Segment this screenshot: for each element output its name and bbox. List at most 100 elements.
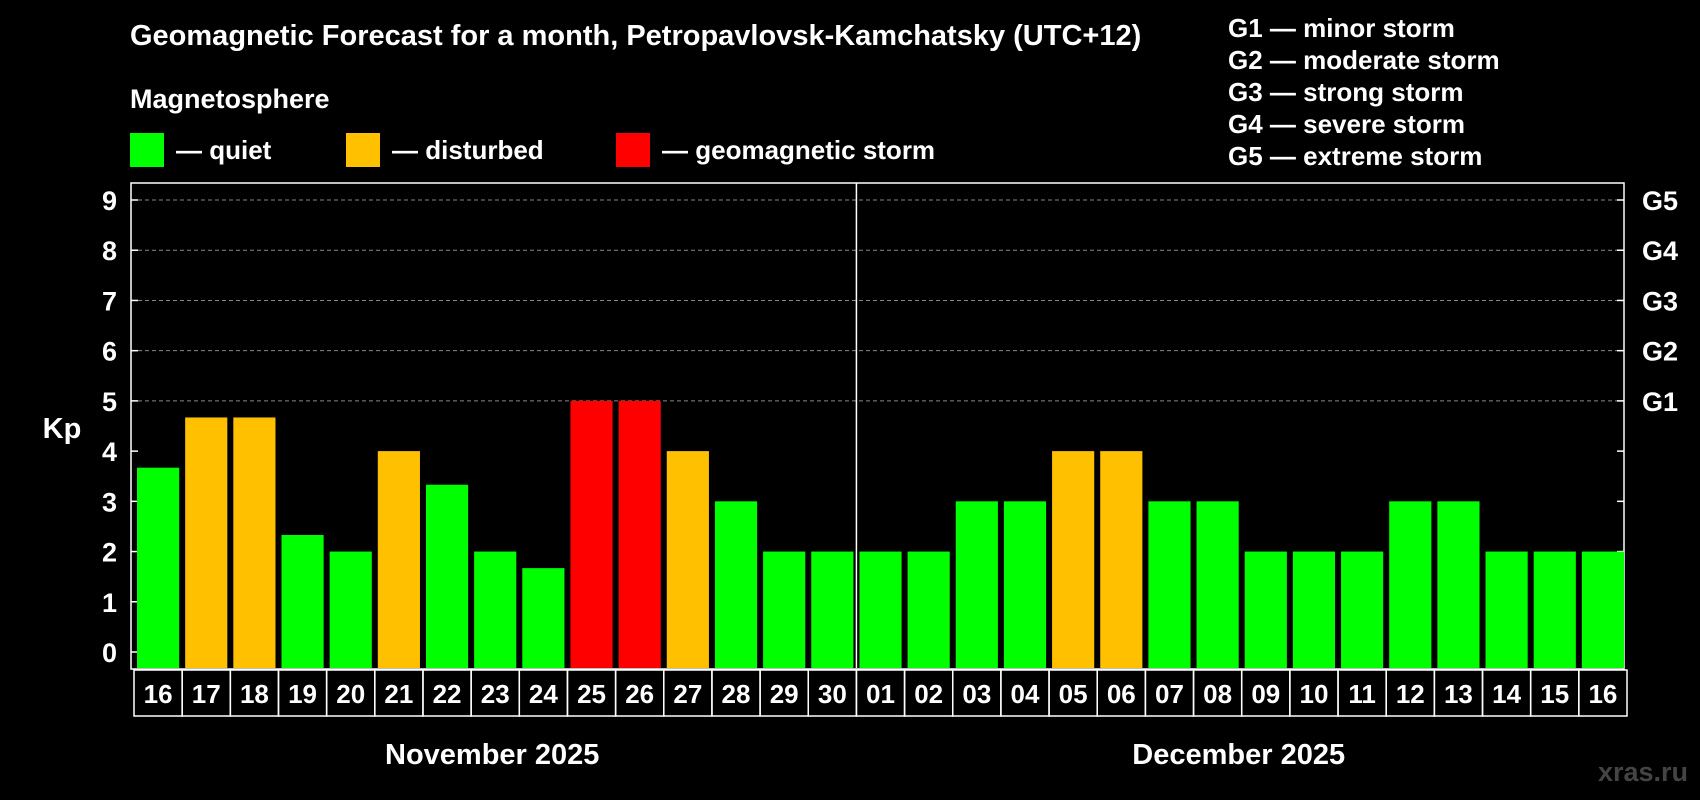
date-label: 30 — [818, 679, 847, 709]
date-label: 12 — [1396, 679, 1425, 709]
kp-bar — [1100, 451, 1143, 668]
legend-label-disturbed: — disturbed — [392, 134, 544, 165]
chart-title: Geomagnetic Forecast for a month, Petrop… — [130, 20, 1142, 52]
month-label: December 2025 — [1132, 739, 1345, 771]
storm-scale-g2: G2 — moderate storm — [1228, 45, 1500, 75]
storm-level-label: G4 — [1642, 236, 1678, 266]
kp-bar — [1581, 551, 1624, 668]
legend-item-disturbed: — disturbed — [346, 133, 544, 167]
kp-bar — [474, 551, 517, 668]
kp-bar — [233, 417, 276, 668]
date-label: 10 — [1299, 679, 1328, 709]
storm-level-label: G5 — [1642, 186, 1678, 216]
y-tick-label: 5 — [102, 387, 117, 417]
kp-bar — [955, 501, 998, 668]
date-label: 11 — [1348, 679, 1376, 709]
date-label: 16 — [144, 679, 173, 709]
date-label: 22 — [433, 679, 462, 709]
legend-swatch-storm — [616, 133, 650, 167]
storm-level-label: G2 — [1642, 337, 1678, 367]
storm-level-label: G3 — [1642, 286, 1678, 316]
date-cell — [1578, 669, 1628, 717]
kp-bar — [1003, 501, 1047, 668]
kp-bar — [1533, 551, 1576, 668]
kp-bar — [1437, 501, 1480, 668]
y-tick-label: 2 — [102, 538, 117, 568]
kp-bar — [1244, 551, 1287, 668]
kp-bar — [570, 400, 613, 668]
kp-bar — [1292, 551, 1336, 668]
kp-bar — [618, 400, 661, 668]
y-tick-label: 8 — [102, 236, 117, 266]
y-axis-label: Kp — [43, 413, 82, 445]
date-label: 20 — [336, 679, 365, 709]
date-label: 08 — [1203, 679, 1232, 709]
y-tick-label: 9 — [102, 186, 117, 216]
storm-scale-g1: G1 — minor storm — [1228, 13, 1455, 43]
storm-scale-g3: G3 — strong storm — [1228, 77, 1464, 107]
kp-bar — [811, 551, 854, 668]
y-tick-label: 0 — [102, 638, 117, 668]
kp-bar — [1196, 501, 1239, 668]
kp-bar — [425, 484, 469, 668]
date-label: 09 — [1251, 679, 1280, 709]
y-tick-label: 4 — [102, 437, 117, 467]
kp-bar — [522, 568, 565, 668]
legend-label-storm: — geomagnetic storm — [662, 134, 936, 165]
date-label: 04 — [1011, 679, 1040, 709]
plot-frame — [130, 182, 1625, 670]
y-tick-label: 3 — [102, 487, 117, 517]
date-label: 27 — [673, 679, 702, 709]
storm-scale-g4: G4 — severe storm — [1228, 109, 1466, 139]
kp-bar — [1389, 501, 1432, 668]
legend-label-quiet: — quiet — [176, 134, 272, 165]
kp-bar — [666, 451, 709, 668]
kp-bar — [1052, 451, 1095, 668]
y-tick-label: 6 — [102, 337, 117, 367]
kp-bar — [1485, 551, 1528, 668]
date-label: 13 — [1444, 679, 1473, 709]
storm-level-label: G1 — [1642, 387, 1678, 417]
date-label: 01 — [866, 679, 895, 709]
date-label: 05 — [1059, 679, 1088, 709]
date-label: 07 — [1155, 679, 1184, 709]
date-label: 28 — [722, 679, 751, 709]
date-label: 03 — [962, 679, 991, 709]
date-label: 17 — [192, 679, 221, 709]
date-label: 14 — [1492, 679, 1521, 709]
legend-swatch-quiet — [130, 133, 164, 167]
kp-bar — [137, 467, 180, 668]
watermark: xras.ru — [1597, 757, 1688, 787]
storm-scale-g5: G5 — extreme storm — [1228, 141, 1483, 171]
kp-bar — [714, 501, 758, 668]
date-label: 23 — [481, 679, 510, 709]
legend-swatch-disturbed — [346, 133, 380, 167]
storm-scale-legend: G1 — minor storm G2 — moderate storm G3 … — [1228, 12, 1500, 172]
date-label: 15 — [1540, 679, 1569, 709]
date-label: 18 — [240, 679, 269, 709]
month-label: November 2025 — [385, 739, 599, 771]
date-label: 16 — [1588, 679, 1617, 709]
legend-heading: Magnetosphere — [130, 84, 330, 114]
y-tick-label: 1 — [102, 588, 117, 618]
date-label: 02 — [914, 679, 943, 709]
date-label: 06 — [1107, 679, 1136, 709]
kp-bar — [281, 534, 324, 668]
date-label: 25 — [577, 679, 606, 709]
legend-item-quiet: — quiet — [130, 133, 271, 167]
kp-bar — [907, 551, 950, 668]
date-label: 21 — [384, 679, 413, 709]
legend-item-storm: — geomagnetic storm — [616, 133, 935, 167]
kp-bar — [1148, 501, 1191, 668]
kp-bar — [329, 551, 372, 668]
kp-bar — [763, 551, 806, 668]
kp-bar — [377, 451, 420, 668]
kp-bar — [185, 417, 228, 668]
y-tick-label: 7 — [102, 286, 117, 316]
date-label: 26 — [625, 679, 654, 709]
kp-bar — [1341, 551, 1384, 668]
date-label: 24 — [529, 679, 558, 709]
date-label: 29 — [770, 679, 799, 709]
date-label: 19 — [288, 679, 317, 709]
